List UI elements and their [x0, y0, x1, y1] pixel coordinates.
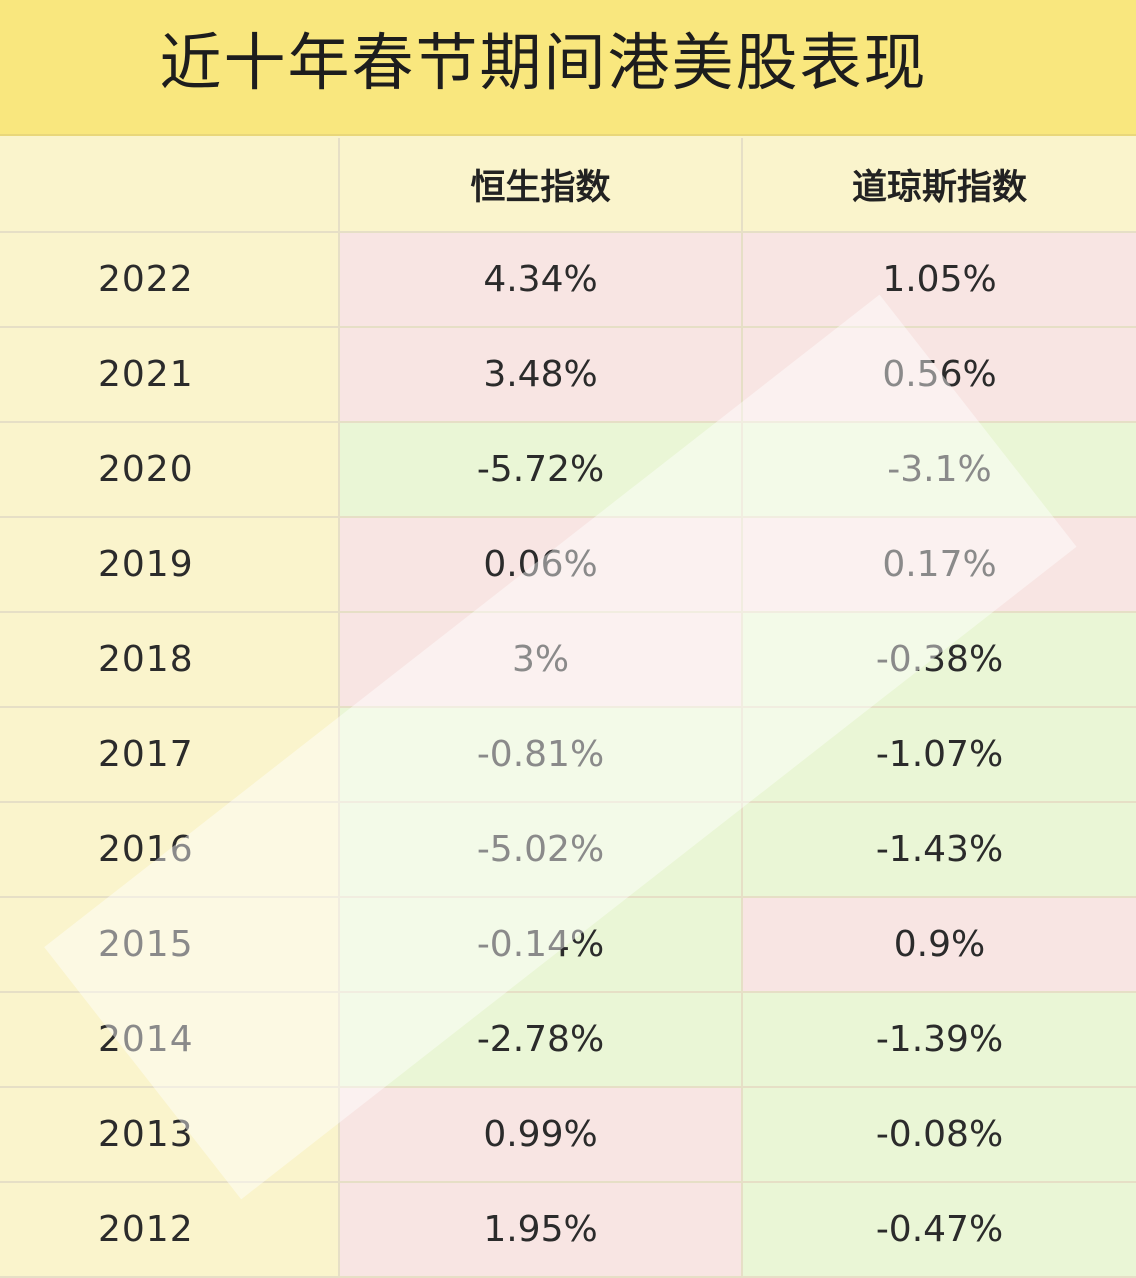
hsi-value-cell: 1.95% — [340, 1183, 743, 1278]
title-bar: 近十年春节期间港美股表现 — [0, 0, 1136, 136]
hsi-value-cell: 3.48% — [340, 328, 743, 423]
year-cell: 2019 — [0, 518, 340, 613]
hsi-value-cell: 0.99% — [340, 1088, 743, 1183]
dji-value-cell: -1.39% — [743, 993, 1136, 1088]
hsi-value-cell: 4.34% — [340, 233, 743, 328]
hsi-value-cell: -2.78% — [340, 993, 743, 1088]
header-hsi: 恒生指数 — [340, 138, 743, 233]
hsi-value-cell: -5.72% — [340, 423, 743, 518]
dji-value-cell: -0.08% — [743, 1088, 1136, 1183]
year-cell: 2021 — [0, 328, 340, 423]
year-cell: 2015 — [0, 898, 340, 993]
dji-value-cell: 0.9% — [743, 898, 1136, 993]
hsi-value-cell: 0.06% — [340, 518, 743, 613]
year-cell: 2013 — [0, 1088, 340, 1183]
dji-value-cell: 0.56% — [743, 328, 1136, 423]
year-cell: 2017 — [0, 708, 340, 803]
year-cell: 2018 — [0, 613, 340, 708]
year-cell: 2014 — [0, 993, 340, 1088]
header-dji: 道琼斯指数 — [743, 138, 1136, 233]
year-cell: 2022 — [0, 233, 340, 328]
dji-value-cell: -0.47% — [743, 1183, 1136, 1278]
year-cell: 2020 — [0, 423, 340, 518]
dji-value-cell: 1.05% — [743, 233, 1136, 328]
dji-value-cell: -0.38% — [743, 613, 1136, 708]
hsi-value-cell: -0.81% — [340, 708, 743, 803]
hsi-value-cell: -0.14% — [340, 898, 743, 993]
year-cell: 2016 — [0, 803, 340, 898]
dji-value-cell: 0.17% — [743, 518, 1136, 613]
page-title: 近十年春节期间港美股表现 — [159, 26, 928, 99]
dji-value-cell: -3.1% — [743, 423, 1136, 518]
header-corner-cell — [0, 138, 340, 233]
data-table: 恒生指数 道琼斯指数 2022 4.34% 1.05% 2021 3.48% 0.56% 2… — [0, 138, 1136, 1278]
hsi-value-cell: -5.02% — [340, 803, 743, 898]
year-cell: 2012 — [0, 1183, 340, 1278]
hsi-value-cell: 3% — [340, 613, 743, 708]
dji-value-cell: -1.43% — [743, 803, 1136, 898]
dji-value-cell: -1.07% — [743, 708, 1136, 803]
